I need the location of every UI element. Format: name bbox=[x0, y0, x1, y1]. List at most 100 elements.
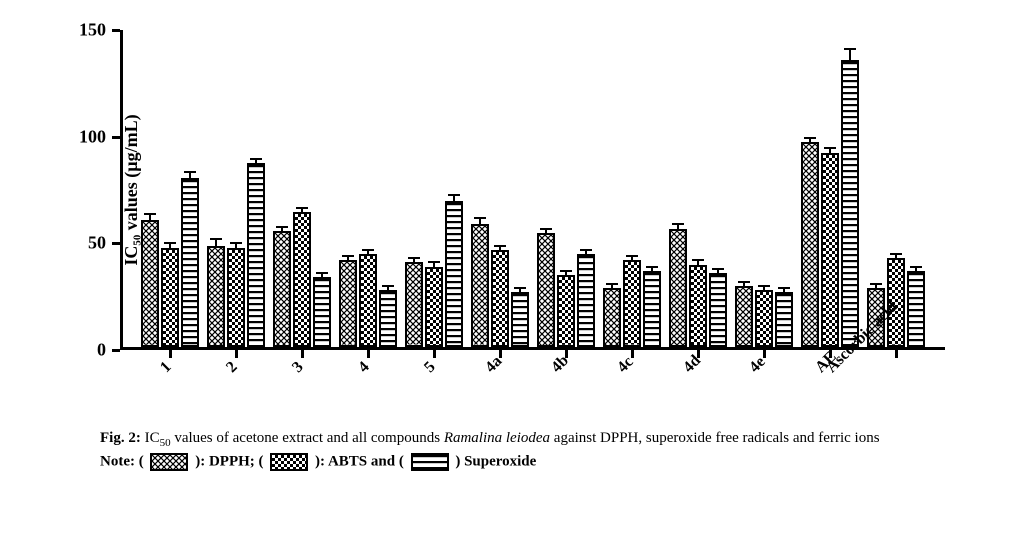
bar-rect bbox=[821, 153, 839, 347]
bar-superoxide bbox=[907, 271, 925, 347]
bar-rect bbox=[801, 142, 819, 347]
bar-rect bbox=[247, 163, 265, 347]
bar-rect bbox=[841, 60, 859, 347]
caption-pre: IC bbox=[145, 430, 160, 446]
error-bar-cap bbox=[560, 270, 572, 272]
bar-dpph bbox=[141, 220, 159, 347]
bar-superoxide bbox=[709, 273, 727, 347]
x-tick bbox=[433, 350, 436, 358]
y-tick-label: 100 bbox=[79, 126, 106, 147]
x-tick-label: 4b bbox=[548, 352, 573, 377]
error-bar-cap bbox=[540, 228, 552, 230]
note-prefix: Note: ( bbox=[100, 453, 147, 469]
bar-dpph bbox=[273, 231, 291, 347]
caption-fig-label: Fig. 2: bbox=[100, 430, 145, 446]
caption-post: against DPPH, superoxide free radicals a… bbox=[550, 430, 879, 446]
x-tick-label: 5 bbox=[421, 358, 439, 376]
legend-swatch-superoxide bbox=[411, 453, 449, 471]
error-bar bbox=[849, 49, 851, 60]
bar-group bbox=[735, 286, 793, 347]
x-tick bbox=[631, 350, 634, 358]
bar-group bbox=[669, 229, 727, 347]
bar-rect bbox=[359, 254, 377, 347]
bar-dpph bbox=[339, 260, 357, 347]
bar-rect bbox=[491, 250, 509, 347]
bar-rect bbox=[273, 231, 291, 347]
bar-rect bbox=[141, 220, 159, 347]
x-tick bbox=[499, 350, 502, 358]
error-bar-cap bbox=[408, 257, 420, 259]
x-tick bbox=[235, 350, 238, 358]
bar-superoxide bbox=[181, 178, 199, 347]
error-bar-cap bbox=[342, 255, 354, 257]
bar-rect bbox=[425, 267, 443, 347]
error-bar-cap bbox=[494, 245, 506, 247]
bar-rect bbox=[735, 286, 753, 347]
bar-abts bbox=[425, 267, 443, 347]
bar-abts bbox=[491, 250, 509, 347]
bar-abts bbox=[755, 290, 773, 347]
error-bar-cap bbox=[514, 287, 526, 289]
error-bar-cap bbox=[210, 238, 222, 240]
error-bar-cap bbox=[626, 255, 638, 257]
caption-sub: 50 bbox=[160, 437, 171, 449]
x-tick-label: 3 bbox=[289, 358, 307, 376]
bar-rect bbox=[181, 178, 199, 347]
error-bar-cap bbox=[316, 272, 328, 274]
bar-rect bbox=[577, 254, 595, 347]
error-bar-cap bbox=[890, 253, 902, 255]
error-bar-cap bbox=[844, 48, 856, 50]
error-bar-cap bbox=[296, 207, 308, 209]
x-tick bbox=[169, 350, 172, 358]
bar-abts bbox=[293, 212, 311, 347]
caption-italic: Ramalina leiodea bbox=[444, 430, 550, 446]
bar-superoxide bbox=[643, 271, 661, 347]
caption-note-line: Note: ( ): DPPH; ( ): ABTS and ( ) Super… bbox=[100, 453, 994, 471]
x-tick bbox=[895, 350, 898, 358]
bar-abts bbox=[557, 275, 575, 347]
bar-dpph bbox=[471, 224, 489, 347]
bar-superoxide bbox=[379, 290, 397, 347]
bar-rect bbox=[161, 248, 179, 347]
error-bar-cap bbox=[230, 242, 242, 244]
error-bar-cap bbox=[606, 283, 618, 285]
bar-abts bbox=[689, 265, 707, 347]
caption-main-line: Fig. 2: IC50 values of acetone extract a… bbox=[100, 428, 994, 451]
bar-rect bbox=[603, 288, 621, 347]
bar-abts bbox=[623, 260, 641, 347]
bar-rect bbox=[689, 265, 707, 347]
bar-dpph bbox=[207, 246, 225, 347]
bar-superoxide bbox=[511, 292, 529, 347]
error-bar-cap bbox=[910, 266, 922, 268]
error-bar-cap bbox=[184, 171, 196, 173]
bar-dpph bbox=[801, 142, 819, 347]
error-bar-cap bbox=[276, 226, 288, 228]
bar-abts bbox=[227, 248, 245, 347]
bar-dpph bbox=[405, 262, 423, 347]
bar-rect bbox=[755, 290, 773, 347]
bar-rect bbox=[227, 248, 245, 347]
bar-rect bbox=[405, 262, 423, 347]
x-tick-label: 4a bbox=[482, 353, 506, 377]
bar-superoxide bbox=[247, 163, 265, 347]
bar-rect bbox=[511, 292, 529, 347]
y-tick-label: 50 bbox=[88, 233, 106, 254]
bar-rect bbox=[537, 233, 555, 347]
error-bar-cap bbox=[428, 261, 440, 263]
bar-dpph bbox=[735, 286, 753, 347]
x-tick-label: 2 bbox=[223, 358, 241, 376]
figure-container: IC₅₀ values (µg/mL) 050100150 123454a4b4… bbox=[0, 0, 1034, 538]
x-tick bbox=[301, 350, 304, 358]
bar-abts bbox=[821, 153, 839, 347]
note-dpph: ): DPPH; ( bbox=[195, 453, 267, 469]
error-bar-cap bbox=[738, 281, 750, 283]
x-axis-line bbox=[120, 347, 945, 350]
bar-rect bbox=[293, 212, 311, 347]
error-bar-cap bbox=[382, 285, 394, 287]
bar-rect bbox=[313, 277, 331, 347]
error-bar-cap bbox=[824, 147, 836, 149]
x-tick-label: 1 bbox=[157, 358, 175, 376]
bar-group bbox=[603, 260, 661, 347]
bars-container bbox=[123, 30, 940, 347]
bar-group bbox=[207, 163, 265, 347]
